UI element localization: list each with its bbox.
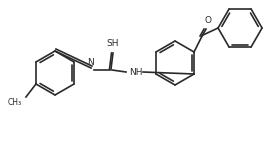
- Text: NH: NH: [129, 67, 143, 76]
- Text: O: O: [205, 16, 211, 25]
- Text: SH: SH: [107, 39, 119, 48]
- Text: CH₃: CH₃: [8, 98, 22, 107]
- Text: N: N: [88, 58, 94, 67]
